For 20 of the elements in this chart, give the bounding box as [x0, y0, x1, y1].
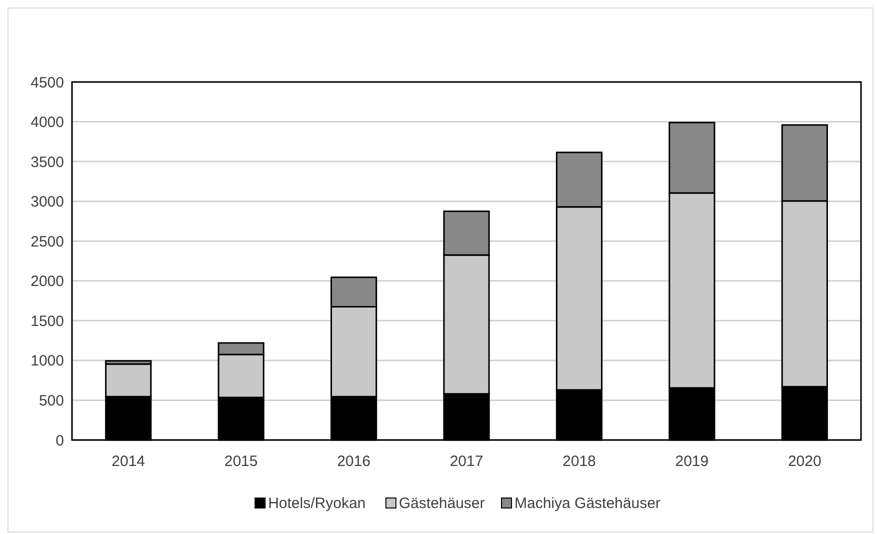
y-tick-label: 3500 [30, 154, 64, 171]
y-tick-label: 2500 [30, 233, 64, 250]
legend-label: Machiya Gästehäuser [514, 495, 660, 512]
y-tick-label: 0 [56, 432, 64, 450]
y-tick-label: 1500 [30, 312, 64, 330]
y-tick-label: 1000 [30, 352, 64, 370]
x-tick-label: 2014 [112, 453, 146, 470]
y-tick-label: 3000 [30, 194, 64, 211]
y-tick-label: 2000 [30, 273, 64, 290]
legend-label: Hotels/Ryokan [268, 495, 366, 512]
x-tick-label: 2017 [450, 453, 484, 470]
x-tick-label: 2020 [788, 453, 822, 470]
x-tick-label: 2018 [562, 453, 596, 470]
y-tick-label: 4500 [30, 74, 64, 92]
x-tick-label: 2019 [675, 453, 709, 470]
x-tick-label: 2016 [337, 453, 370, 470]
y-tick-label: 500 [38, 392, 64, 410]
legend-label: Gästehäuser [398, 495, 485, 512]
x-tick-label: 2015 [224, 453, 258, 470]
y-tick-label: 4000 [30, 114, 64, 132]
